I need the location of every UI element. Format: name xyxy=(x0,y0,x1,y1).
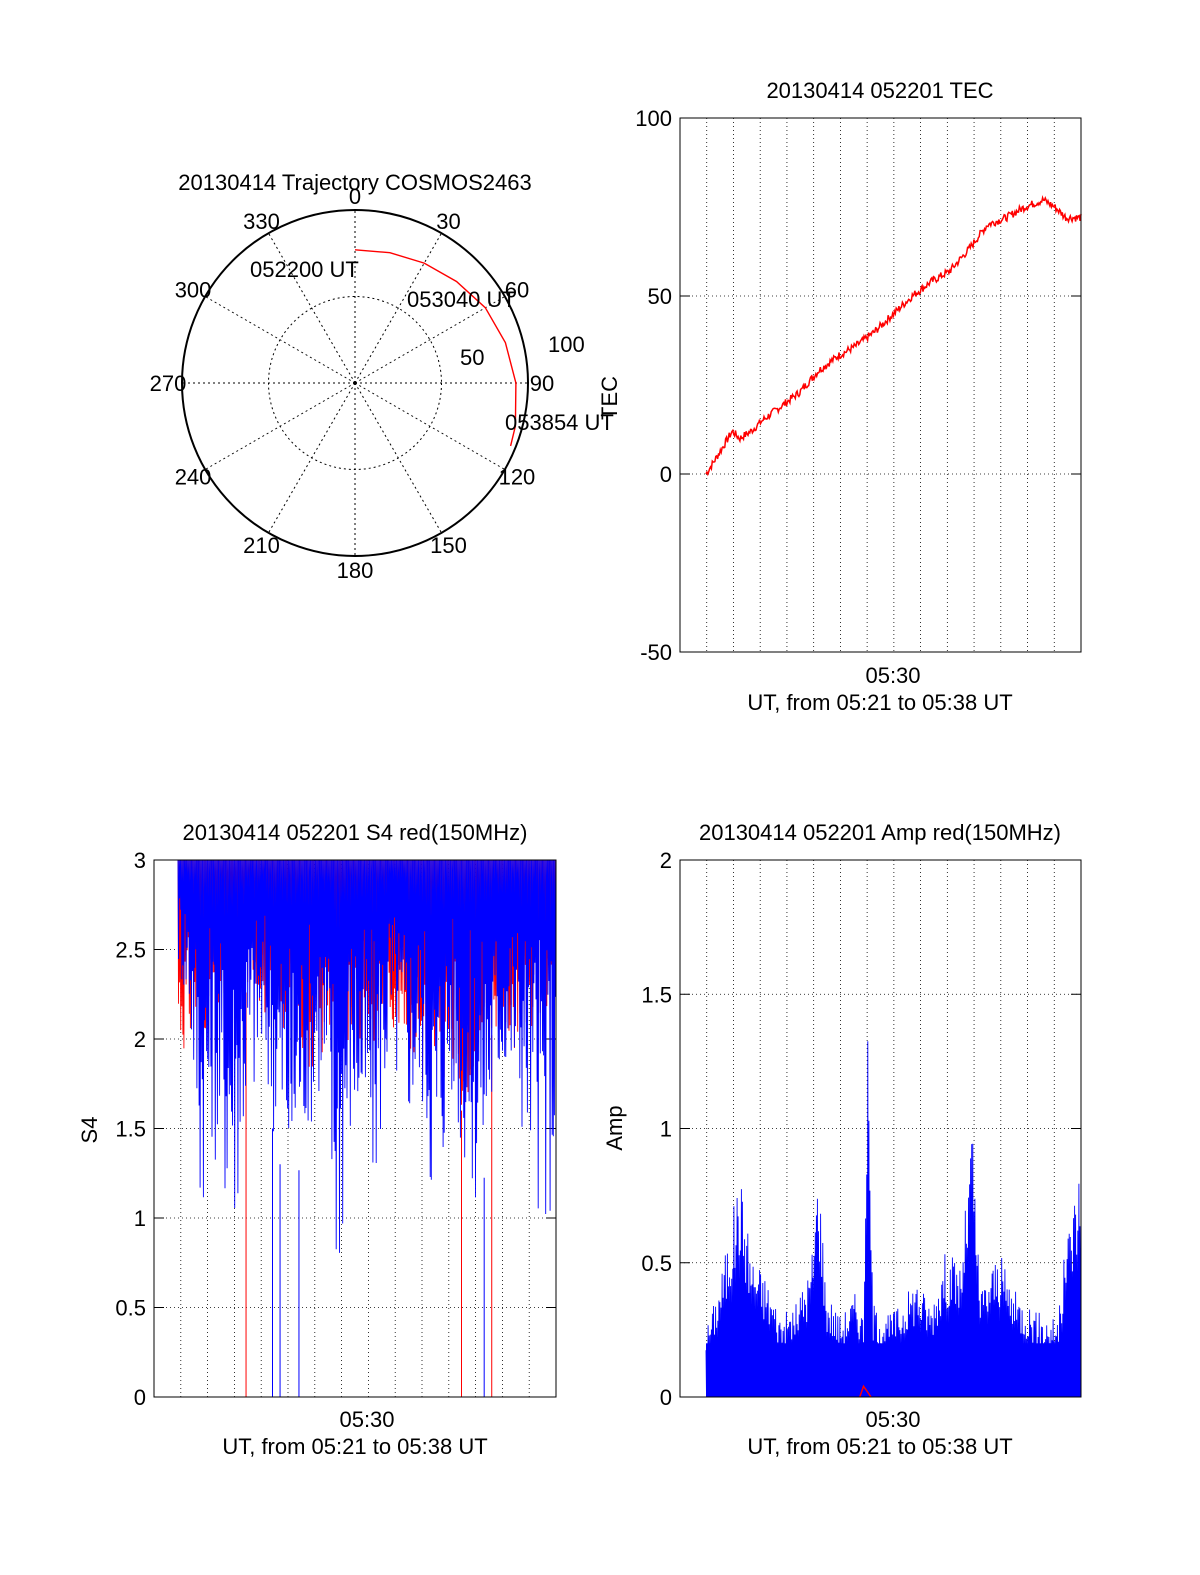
azimuth-label: 210 xyxy=(243,533,280,558)
s4-ytick-label: 2 xyxy=(134,1027,146,1052)
azimuth-label: 240 xyxy=(175,465,212,490)
polar-spoke xyxy=(204,382,356,470)
s4-panel: 20130414 052201 S4 red(150MHz) 0 0.5 1 1.5 2… xyxy=(77,820,557,1459)
amp-blue-fill xyxy=(706,1343,1081,1397)
s4-ytick-label: 0.5 xyxy=(115,1296,146,1321)
amp-plot-frame xyxy=(679,859,1082,1398)
amp-panel: 20130414 052201 Amp red(150MHz) 0 0.5 1 1.5… xyxy=(602,820,1082,1459)
tec-plot-frame xyxy=(679,117,1082,653)
track-start-label: 052200 UT xyxy=(250,257,359,282)
tec-xtick-label: 05:30 xyxy=(865,663,920,688)
azimuth-label: 300 xyxy=(175,278,212,303)
tec-ytick-label: 0 xyxy=(660,462,672,487)
tec-xlabel: UT, from 05:21 to 05:38 UT xyxy=(747,690,1012,715)
track-mid-label: 053040 UT xyxy=(407,287,516,312)
polar-spoke xyxy=(354,232,442,384)
s4-ytick-label: 1.5 xyxy=(115,1117,146,1142)
azimuth-label: 330 xyxy=(243,209,280,234)
trajectory-panel: 20130414 Trajectory COSMOS2463 0 30 60 90 12… xyxy=(150,170,614,583)
tec-title: 20130414 052201 TEC xyxy=(766,78,993,103)
polar-outer-ring xyxy=(181,209,529,557)
azimuth-label: 60 xyxy=(505,278,529,303)
azimuth-label: 90 xyxy=(530,371,554,396)
polar-spoke xyxy=(354,296,506,384)
s4-ytick-label: 2.5 xyxy=(115,938,146,963)
tec-ytick-label: 50 xyxy=(648,284,672,309)
tec-y-ticks: -50 0 50 100 xyxy=(635,106,1081,665)
amp-xtick-label: 05:30 xyxy=(865,1407,920,1432)
tec-ytick-label: -50 xyxy=(640,640,672,665)
elevation-label-100: 100 xyxy=(548,332,585,357)
amp-series xyxy=(705,1041,1082,1398)
s4-ytick-label: 3 xyxy=(134,848,146,873)
s4-xlabel: UT, from 05:21 to 05:38 UT xyxy=(222,1434,487,1459)
trajectory-track xyxy=(354,249,517,447)
azimuth-label: 150 xyxy=(430,533,467,558)
azimuth-label: 30 xyxy=(436,209,460,234)
azimuth-labels: 0 30 60 90 120 150 180 210 240 270 300 330 xyxy=(150,184,555,583)
s4-title: 20130414 052201 S4 red(150MHz) xyxy=(183,820,528,845)
s4-xtick-label: 05:30 xyxy=(339,1407,394,1432)
amp-grid xyxy=(680,860,1081,1397)
azimuth-label: 0 xyxy=(349,184,361,209)
azimuth-label: 180 xyxy=(337,558,374,583)
amp-ytick-label: 0 xyxy=(660,1385,672,1410)
polar-spoke xyxy=(268,382,356,534)
s4-ytick-label: 0 xyxy=(134,1385,146,1410)
s4-ytick-label: 1 xyxy=(134,1206,146,1231)
amp-ytick-label: 0.5 xyxy=(641,1251,672,1276)
elevation-label-50: 50 xyxy=(460,345,484,370)
tec-grid xyxy=(680,118,1081,652)
polar-spoke xyxy=(268,232,356,384)
amp-ytick-label: 2 xyxy=(660,848,672,873)
amp-title: 20130414 052201 Amp red(150MHz) xyxy=(699,820,1061,845)
s4-ylabel: S4 xyxy=(77,1117,102,1144)
s4-blue-series xyxy=(177,859,557,1253)
amp-red-series xyxy=(859,1384,872,1398)
amp-xlabel: UT, from 05:21 to 05:38 UT xyxy=(747,1434,1012,1459)
polar-spoke xyxy=(354,382,506,470)
polar-grid xyxy=(181,209,529,557)
polar-spoke xyxy=(204,296,356,384)
azimuth-label: 270 xyxy=(150,371,187,396)
amp-ytick-label: 1.5 xyxy=(641,982,672,1007)
trajectory-title: 20130414 Trajectory COSMOS2463 xyxy=(178,170,531,195)
tec-ylabel: TEC xyxy=(597,376,622,420)
tec-series-line xyxy=(705,194,1082,477)
amp-ylabel: Amp xyxy=(602,1105,627,1150)
s4-y-ticks: 0 0.5 1 1.5 2 2.5 3 xyxy=(115,848,556,1410)
amp-ytick-label: 1 xyxy=(660,1117,672,1142)
tec-ytick-label: 100 xyxy=(635,106,672,131)
azimuth-label: 120 xyxy=(499,465,536,490)
polar-spoke xyxy=(354,382,442,534)
s4-plot-frame xyxy=(153,859,557,1398)
track-end-label: 053854 UT xyxy=(505,410,614,435)
